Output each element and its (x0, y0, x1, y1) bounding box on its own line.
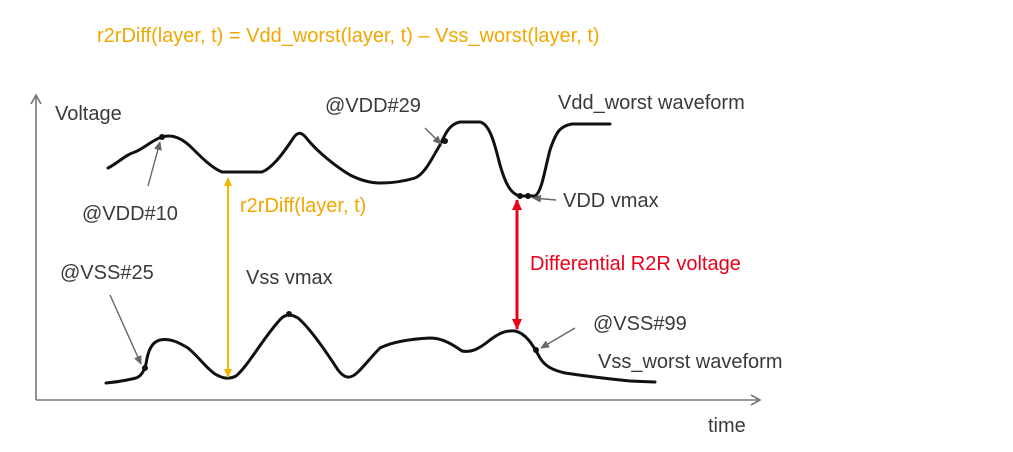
y-axis-label: Voltage (55, 103, 122, 125)
vss-waveform-line (104, 313, 657, 385)
x-axis-label: time (708, 415, 746, 437)
vdd29-point (442, 138, 448, 144)
vdd-waveform-line (106, 120, 612, 198)
vdd10-pointer (147, 141, 162, 187)
vdd-vmax-point-a (517, 193, 523, 199)
vdd-vmax-label: VDD vmax (563, 190, 659, 212)
vss25-pointer (109, 294, 142, 365)
vss25-label: @VSS#25 (60, 262, 154, 284)
vdd-vmax-point-b (525, 193, 531, 199)
vss-vmax-label: Vss vmax (246, 267, 333, 289)
vdd-vmax-pointer (532, 194, 557, 203)
vss25-point (142, 365, 148, 371)
vss-vmax-point (286, 311, 292, 317)
vdd-waveform-label: Vdd_worst waveform (558, 92, 745, 114)
formula-text: r2rDiff(layer, t) = Vdd_worst(layer, t) … (97, 25, 600, 47)
vss-waveform-label: Vss_worst waveform (598, 351, 783, 373)
vss99-point (533, 347, 539, 353)
vdd10-label: @VDD#10 (82, 203, 178, 225)
vss99-label: @VSS#99 (593, 313, 687, 335)
vdd29-label: @VDD#29 (325, 95, 421, 117)
vdd10-point (159, 134, 165, 140)
differential-r2r-label: Differential R2R voltage (530, 253, 741, 275)
vss99-pointer (540, 327, 576, 349)
r2rdiff-label: r2rDiff(layer, t) (240, 195, 366, 217)
vdd29-pointer (424, 127, 442, 145)
